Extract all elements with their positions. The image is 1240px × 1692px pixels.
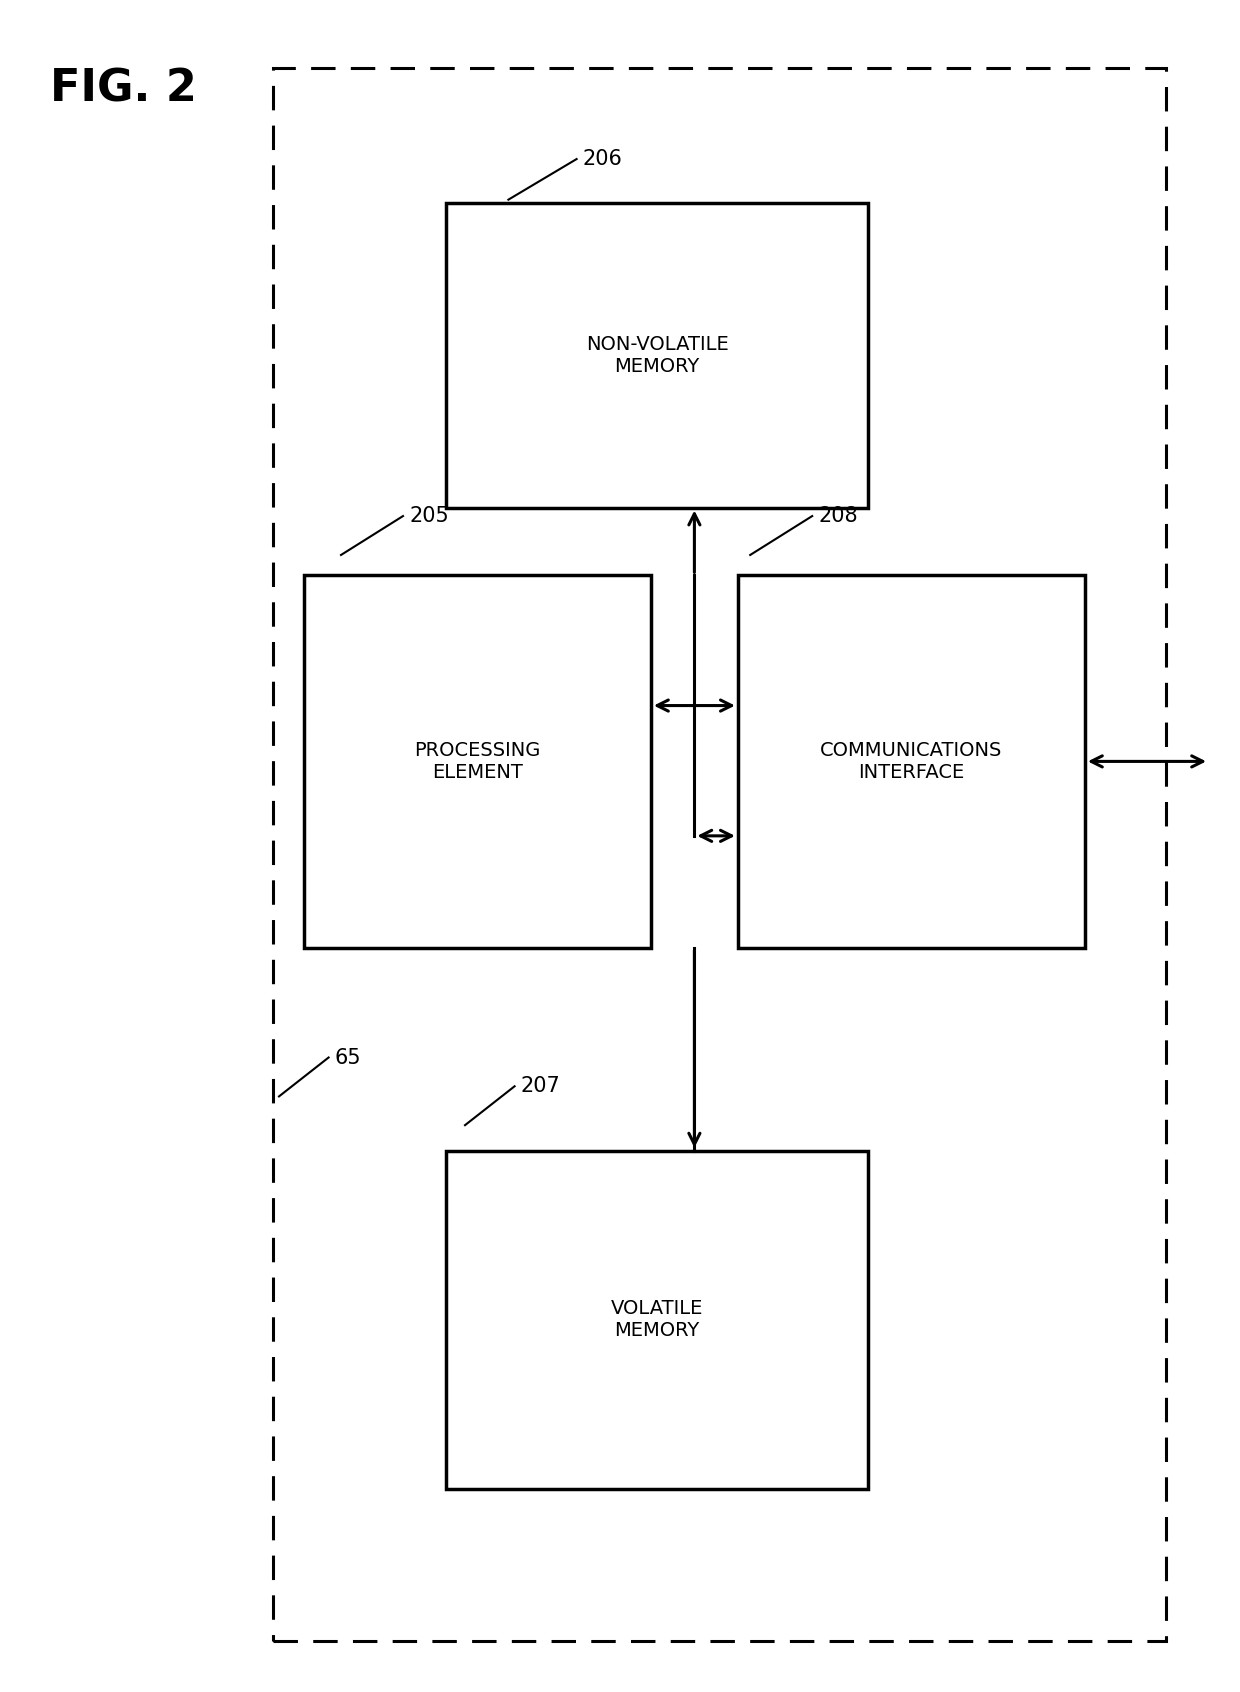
Text: COMMUNICATIONS
INTERFACE: COMMUNICATIONS INTERFACE bbox=[820, 741, 1003, 782]
Bar bbox=[304, 575, 651, 948]
Bar bbox=[446, 203, 868, 508]
Text: NON-VOLATILE
MEMORY: NON-VOLATILE MEMORY bbox=[585, 335, 729, 376]
Bar bbox=[273, 68, 1166, 1641]
Bar bbox=[738, 575, 1085, 948]
Text: PROCESSING
ELEMENT: PROCESSING ELEMENT bbox=[414, 741, 541, 782]
Text: 65: 65 bbox=[335, 1047, 361, 1068]
Text: 208: 208 bbox=[818, 506, 858, 526]
Text: FIG. 2: FIG. 2 bbox=[50, 68, 196, 110]
Bar bbox=[446, 1151, 868, 1489]
Text: 207: 207 bbox=[521, 1076, 560, 1096]
Text: VOLATILE
MEMORY: VOLATILE MEMORY bbox=[611, 1299, 703, 1340]
Text: 205: 205 bbox=[409, 506, 449, 526]
Text: 206: 206 bbox=[583, 149, 622, 169]
